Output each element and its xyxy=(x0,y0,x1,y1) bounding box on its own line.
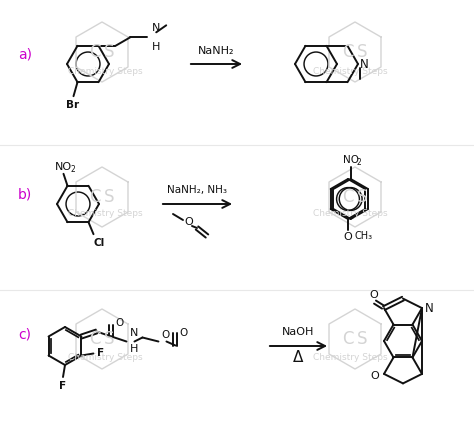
Text: F: F xyxy=(98,349,105,358)
Text: C: C xyxy=(342,330,354,348)
Text: Br: Br xyxy=(66,100,79,110)
Text: H: H xyxy=(152,42,161,53)
Text: S: S xyxy=(357,330,367,348)
Text: N: N xyxy=(129,329,138,339)
Text: Chemistry Steps: Chemistry Steps xyxy=(313,352,387,362)
Text: C: C xyxy=(89,330,101,348)
Text: O: O xyxy=(185,217,193,227)
Text: a): a) xyxy=(18,47,32,61)
Text: C: C xyxy=(89,43,101,61)
Text: O: O xyxy=(370,371,379,381)
Text: Chemistry Steps: Chemistry Steps xyxy=(68,352,142,362)
Text: Cl: Cl xyxy=(93,238,105,248)
Text: F: F xyxy=(59,381,66,391)
Text: O: O xyxy=(116,318,124,328)
Text: S: S xyxy=(104,330,114,348)
Text: c): c) xyxy=(18,327,31,341)
Text: O: O xyxy=(162,329,170,339)
Text: C: C xyxy=(89,188,101,206)
Text: 2: 2 xyxy=(356,158,362,167)
Text: Chemistry Steps: Chemistry Steps xyxy=(68,210,142,218)
Text: C: C xyxy=(342,43,354,61)
Text: N: N xyxy=(152,23,161,33)
Text: Δ: Δ xyxy=(293,351,304,365)
Text: Chemistry Steps: Chemistry Steps xyxy=(313,66,387,76)
Text: S: S xyxy=(104,43,114,61)
Text: NaNH₂: NaNH₂ xyxy=(198,46,234,56)
Text: S: S xyxy=(104,188,114,206)
Text: b): b) xyxy=(18,187,32,201)
Text: 2: 2 xyxy=(71,165,75,174)
Text: O: O xyxy=(370,290,378,300)
Text: NO: NO xyxy=(55,162,72,172)
Text: S: S xyxy=(357,188,367,206)
Text: CH₃: CH₃ xyxy=(355,231,373,241)
Text: C: C xyxy=(342,188,354,206)
Text: NaNH₂, NH₃: NaNH₂, NH₃ xyxy=(167,185,227,195)
Text: NaOH: NaOH xyxy=(283,327,315,337)
Text: Chemistry Steps: Chemistry Steps xyxy=(313,210,387,218)
Text: S: S xyxy=(357,43,367,61)
Text: O: O xyxy=(180,328,188,338)
Text: Chemistry Steps: Chemistry Steps xyxy=(68,66,142,76)
Text: N: N xyxy=(360,57,369,70)
Text: N: N xyxy=(425,302,434,315)
Text: H: H xyxy=(129,345,138,355)
Text: O: O xyxy=(344,232,352,242)
Text: NO: NO xyxy=(343,155,359,165)
